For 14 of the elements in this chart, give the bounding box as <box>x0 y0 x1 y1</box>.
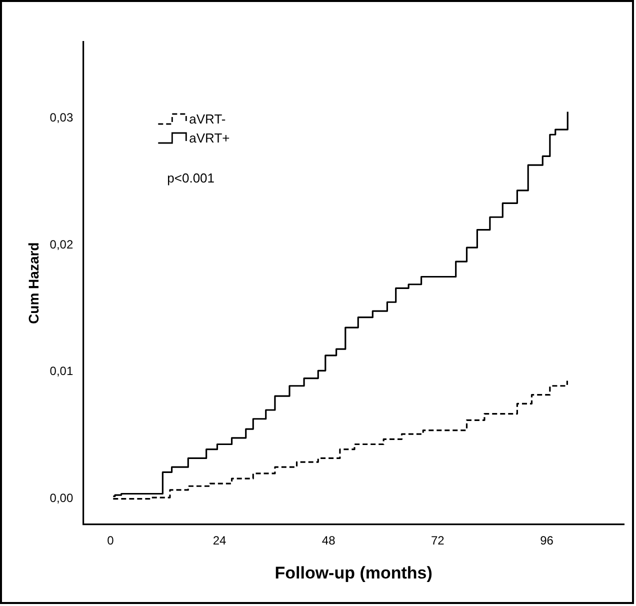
x-tick-label: 72 <box>430 534 445 548</box>
x-tick-label: 0 <box>107 534 114 548</box>
x-tick-label: 96 <box>540 534 554 548</box>
legend-label: aVRT+ <box>189 130 230 146</box>
y-tick-label: 0,01 <box>50 364 74 378</box>
annotation: p<0.001 <box>167 170 215 186</box>
legend-label: aVRT- <box>189 112 226 127</box>
y-tick-label: 0,00 <box>50 491 74 506</box>
y-axis-title: Cum Hazard <box>25 242 42 324</box>
x-tick-label: 24 <box>212 534 226 548</box>
x-axis-title: Follow-up (months) <box>274 563 432 582</box>
y-tick-label: 0,03 <box>50 110 74 124</box>
x-tick-label: 48 <box>322 534 336 548</box>
y-tick-label: 0,02 <box>50 237 74 252</box>
